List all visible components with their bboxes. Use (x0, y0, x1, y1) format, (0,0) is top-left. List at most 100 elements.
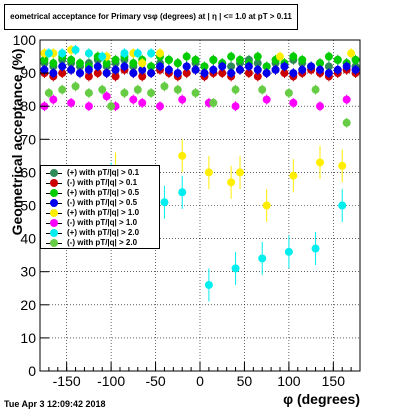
data-point (156, 102, 164, 111)
data-point (178, 188, 187, 197)
x-tick-label: 150 (322, 373, 346, 389)
data-point (191, 88, 200, 97)
data-point (58, 69, 67, 78)
data-point (316, 158, 324, 167)
data-point (178, 151, 187, 160)
data-point (120, 62, 129, 71)
data-point (218, 69, 227, 78)
y-tick-label: 40 (20, 231, 36, 247)
legend-marker-icon (50, 199, 58, 207)
data-point (76, 69, 84, 78)
legend-marker-icon (50, 239, 58, 247)
legend-entry: (+) with pT/|q| > 0.1 (41, 168, 159, 178)
data-point (120, 88, 129, 97)
data-point (338, 161, 347, 170)
data-point (58, 49, 67, 58)
data-point (44, 49, 53, 58)
data-point (182, 62, 191, 71)
data-point (342, 95, 351, 104)
y-tick-label: 100 (13, 32, 37, 48)
data-point (71, 82, 80, 91)
data-point (147, 49, 156, 58)
legend-marker-icon (50, 209, 58, 217)
data-point (156, 49, 164, 58)
data-point (244, 69, 253, 78)
data-point (84, 65, 93, 74)
data-point (40, 55, 49, 64)
data-point (102, 69, 111, 78)
data-point (173, 85, 182, 94)
data-point (76, 59, 84, 68)
data-point (84, 102, 93, 111)
data-point (231, 102, 240, 111)
data-point (49, 69, 58, 78)
legend-entry: (-) with pT/|q| > 2.0 (41, 238, 159, 248)
y-tick-label: 60 (20, 164, 36, 180)
data-point (284, 247, 293, 256)
data-point (333, 65, 342, 74)
data-point (289, 69, 298, 78)
data-point (93, 69, 102, 78)
data-point (84, 72, 93, 81)
data-point (253, 65, 262, 74)
data-point (191, 55, 200, 64)
data-point (209, 65, 218, 74)
data-point (289, 171, 298, 180)
legend-entry: (+) with pT/|q| > 1.0 (41, 208, 159, 218)
data-point (182, 69, 191, 78)
legend-entry: (-) with pT/|q| > 0.5 (41, 198, 159, 208)
data-point (227, 69, 236, 78)
x-tick-label: 100 (277, 373, 301, 389)
data-point (253, 52, 262, 61)
legend-marker-icon (50, 179, 58, 187)
data-point (316, 102, 324, 111)
data-point (111, 65, 120, 74)
data-point (231, 85, 240, 94)
data-point (138, 59, 147, 68)
legend-label: (+) with pT/|q| > 0.1 (67, 168, 140, 177)
data-point (316, 59, 324, 68)
data-point (173, 59, 182, 68)
data-point (102, 59, 111, 68)
data-point (164, 65, 173, 74)
data-point (49, 59, 58, 68)
data-point (156, 62, 164, 71)
y-tick-label: 20 (20, 297, 36, 313)
legend-label: (-) with pT/|q| > 0.1 (67, 178, 138, 187)
data-point (227, 178, 236, 187)
data-point (262, 69, 271, 78)
y-tick-label: 0 (28, 363, 36, 379)
data-point (40, 65, 49, 74)
data-point (227, 52, 236, 61)
data-point (160, 198, 169, 207)
data-point (280, 62, 289, 71)
data-point (129, 95, 138, 104)
legend-entry: (+) with pT/|q| > 2.0 (41, 228, 159, 238)
x-tick-label: 0 (196, 373, 204, 389)
data-point (102, 92, 111, 101)
y-tick-label: 30 (20, 264, 36, 280)
data-point (173, 69, 182, 78)
data-point (262, 201, 271, 210)
data-point (231, 264, 240, 273)
data-point (262, 62, 271, 71)
data-point (324, 52, 333, 61)
data-point (289, 52, 298, 61)
data-point (204, 280, 213, 289)
data-point (342, 62, 351, 71)
data-point (147, 69, 156, 78)
data-point (307, 62, 316, 71)
data-point (138, 72, 147, 81)
data-point (253, 59, 262, 68)
data-point (93, 62, 102, 71)
data-point (298, 55, 307, 64)
data-point (200, 69, 209, 78)
data-point (67, 98, 76, 107)
data-point (71, 45, 80, 54)
data-point (58, 85, 67, 94)
x-tick-label: 50 (237, 373, 253, 389)
y-tick-label: 70 (20, 131, 36, 147)
y-axis-label: Geometrical acceptance (%) (9, 48, 25, 236)
legend-marker-icon (50, 219, 58, 227)
